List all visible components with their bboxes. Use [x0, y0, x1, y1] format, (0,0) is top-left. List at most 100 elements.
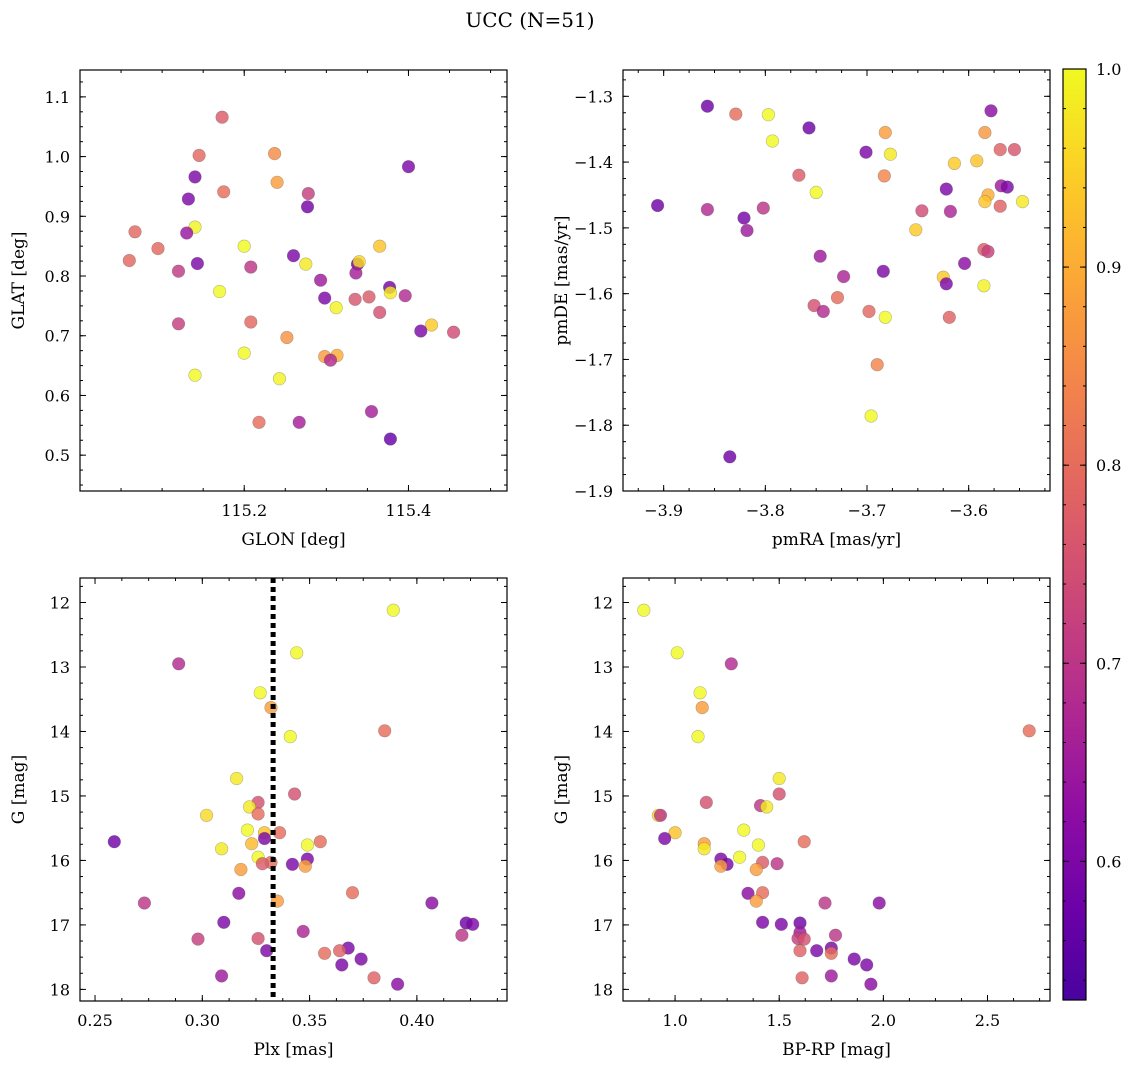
colorbar: 0.6 0.7 0.8 0.9 1.0 — [1062, 60, 1121, 1001]
colorbar-tick-label: 0.9 — [1096, 258, 1121, 277]
data-point — [650, 198, 665, 213]
data-point — [1000, 180, 1014, 194]
y-tick-label: 0.9 — [45, 207, 70, 226]
data-point — [658, 831, 672, 846]
y-axis-label: G [mag] — [9, 755, 29, 824]
y-tick-label: 18 — [50, 980, 70, 999]
data-point — [240, 823, 254, 837]
panel-pmra-pmde-points — [650, 99, 1030, 464]
data-point — [749, 894, 763, 908]
data-point — [191, 932, 205, 946]
data-point — [268, 147, 282, 161]
data-point — [957, 256, 972, 271]
y-axis-label: GLAT [deg] — [9, 231, 29, 329]
y-tick-label: 17 — [50, 916, 70, 935]
data-point — [171, 264, 186, 278]
data-point — [828, 928, 843, 942]
data-point — [977, 279, 991, 293]
y-tick-label: 0.6 — [45, 386, 70, 405]
data-point — [813, 249, 827, 263]
data-point — [978, 125, 992, 140]
data-point — [943, 204, 958, 218]
data-point — [737, 823, 751, 837]
data-point — [230, 771, 244, 786]
data-point — [313, 835, 327, 849]
data-point — [333, 944, 347, 958]
data-point — [981, 245, 995, 259]
data-point — [915, 204, 929, 218]
data-point — [367, 971, 381, 985]
data-point — [942, 310, 956, 324]
data-point — [349, 266, 363, 280]
data-point — [729, 107, 743, 121]
data-point — [122, 253, 136, 268]
colorbar-gradient — [1063, 69, 1086, 1000]
data-point — [862, 304, 876, 319]
data-point — [1022, 724, 1036, 738]
data-point — [378, 724, 392, 738]
data-point — [425, 896, 439, 910]
data-point — [255, 857, 270, 871]
data-point — [280, 330, 294, 345]
data-point — [741, 886, 755, 900]
x-tick-label: 1.0 — [662, 1011, 687, 1030]
data-point — [301, 187, 315, 201]
y-tick-label: 0.8 — [45, 267, 70, 286]
data-point — [383, 286, 398, 300]
panel-frame — [79, 69, 508, 492]
panel-frame — [622, 69, 1051, 492]
data-point — [245, 837, 259, 851]
data-point — [213, 284, 227, 299]
data-point — [774, 917, 788, 931]
y-tick-label: 18 — [593, 980, 613, 999]
data-point — [859, 145, 873, 159]
data-point — [253, 686, 267, 700]
panels: 115.2 115.4 0.5 0.6 0.7 0.8 0.9 1.0 1.1 GLON [deg… — [9, 69, 1051, 1060]
data-point — [824, 969, 838, 983]
data-point — [401, 160, 416, 174]
data-point — [770, 857, 784, 871]
x-tick-label: 115.4 — [386, 501, 432, 520]
data-point — [700, 99, 715, 113]
data-point — [232, 886, 246, 900]
data-point — [272, 372, 287, 386]
data-point — [772, 787, 786, 801]
panel-pmra-pmde: −3.9 −3.8 −3.7 −3.6 −1.9 −1.8 −1.7 −1.6 −1.5 −1.4… — [552, 69, 1051, 550]
y-tick-label: 12 — [593, 594, 613, 613]
data-point — [171, 317, 186, 331]
data-point — [732, 850, 747, 864]
data-point — [352, 255, 366, 269]
x-tick-label: 1.5 — [766, 1011, 791, 1030]
data-point — [251, 807, 265, 821]
data-point — [872, 896, 886, 910]
x-tick-label: −3.9 — [644, 501, 683, 520]
x-tick-label: 0.30 — [184, 1011, 220, 1030]
data-point — [724, 657, 738, 671]
colorbar-tick-label: 0.8 — [1096, 456, 1121, 475]
panel-plx-g: 0.25 0.30 0.35 0.40 12 13 14 15 16 17 18 Plx [mas] G… — [9, 577, 508, 1060]
data-point — [252, 415, 266, 429]
data-point — [691, 729, 705, 744]
data-point — [755, 915, 770, 929]
data-point — [244, 315, 258, 329]
data-point — [878, 125, 892, 140]
data-point — [447, 325, 461, 339]
data-point — [824, 946, 838, 960]
data-point — [373, 239, 387, 253]
panel-glon-glat-points — [122, 110, 461, 446]
data-point — [883, 147, 898, 161]
y-tick-label: 14 — [50, 722, 70, 741]
y-axis-label: pmDE [mas/yr] — [552, 215, 572, 345]
data-point — [802, 121, 816, 135]
data-point — [700, 202, 715, 217]
data-point — [939, 182, 953, 196]
data-point — [215, 110, 229, 124]
data-point — [188, 368, 202, 382]
data-point — [1007, 143, 1022, 157]
data-point — [653, 808, 668, 822]
data-point — [190, 256, 204, 271]
data-point — [290, 646, 304, 660]
y-tick-label: 13 — [50, 658, 70, 677]
data-point — [870, 358, 884, 372]
data-point — [740, 223, 754, 238]
